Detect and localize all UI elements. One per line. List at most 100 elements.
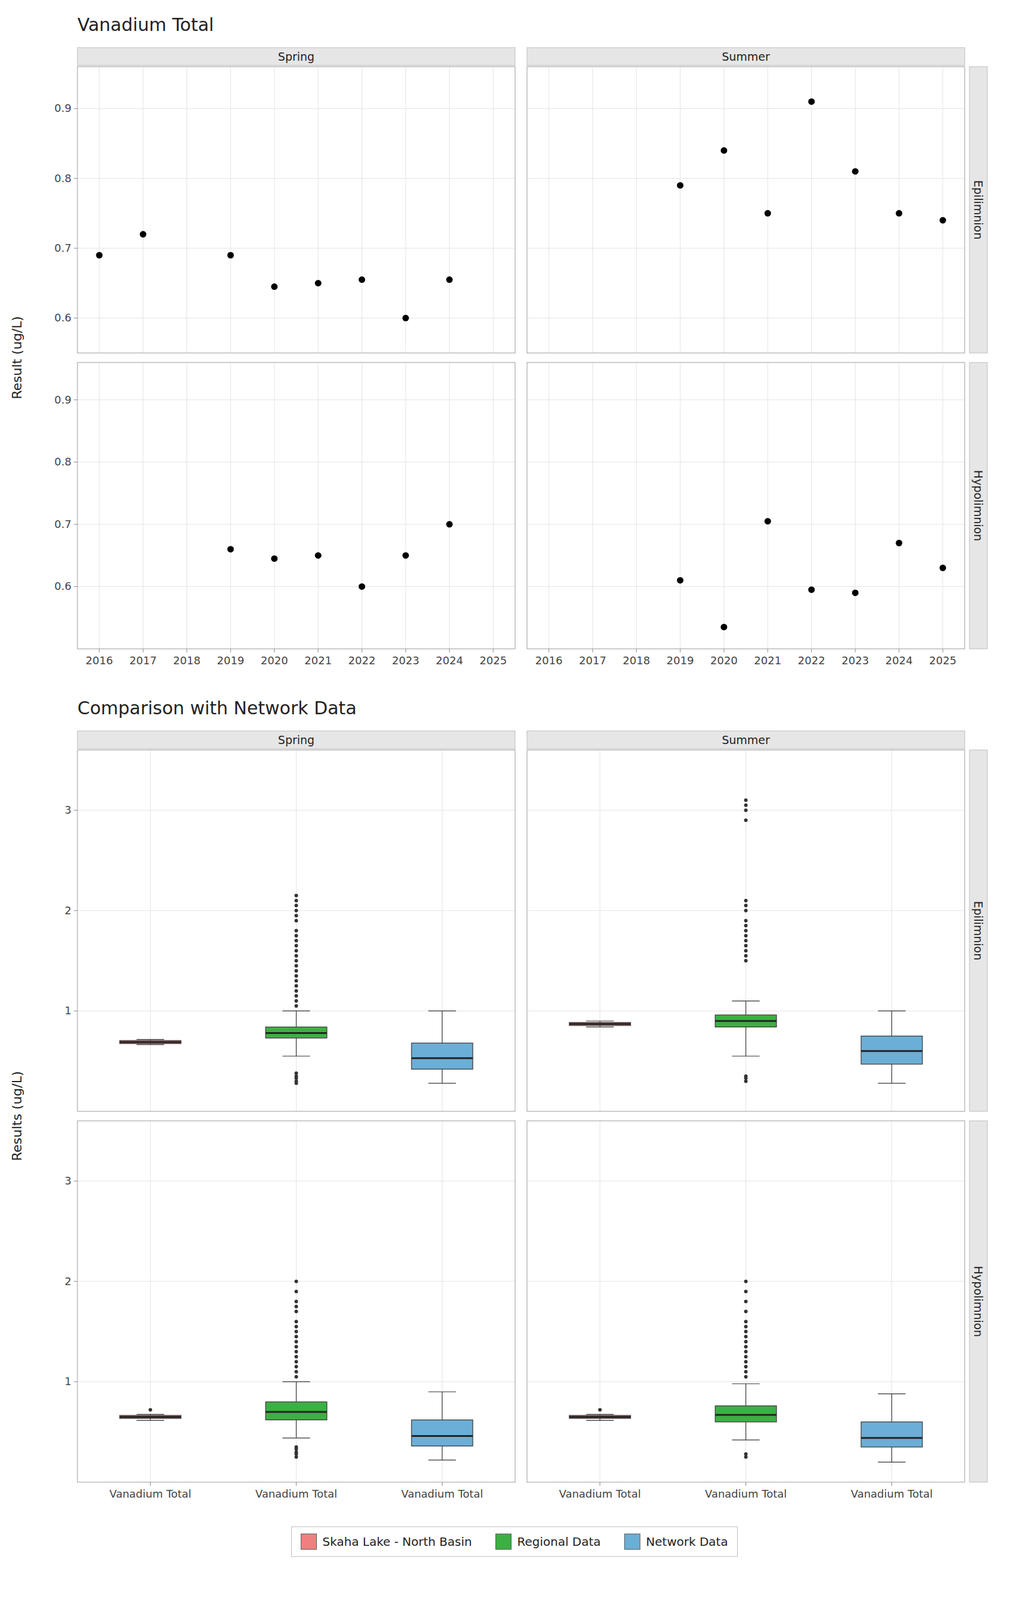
outlier bbox=[744, 1330, 748, 1334]
median bbox=[119, 1041, 182, 1044]
grid-line bbox=[548, 362, 550, 650]
chart-scatter: Vanadium TotalResult (ug/L)0.60.70.80.9S… bbox=[9, 14, 988, 667]
tick bbox=[73, 462, 78, 463]
legend-swatch bbox=[301, 1534, 317, 1551]
outlier bbox=[294, 984, 299, 988]
outlier bbox=[744, 909, 748, 913]
grid-line bbox=[898, 362, 900, 650]
outlier bbox=[744, 808, 748, 813]
median bbox=[119, 1416, 182, 1419]
marks bbox=[677, 98, 947, 224]
box bbox=[715, 1280, 777, 1460]
grid-line bbox=[767, 362, 769, 650]
outlier bbox=[744, 1320, 748, 1324]
tick bbox=[855, 649, 856, 653]
panel-frame bbox=[527, 750, 965, 1112]
panel: Vanadium TotalVanadium TotalVanadium Tot… bbox=[527, 1121, 988, 1501]
grid-line bbox=[811, 362, 812, 650]
grid-line bbox=[405, 66, 407, 354]
y-tick-label: 0.8 bbox=[54, 455, 72, 469]
x-tick-label: 2018 bbox=[622, 654, 651, 667]
title: Comparison with Network Data bbox=[77, 697, 357, 719]
panel-background bbox=[77, 1121, 516, 1483]
outlier bbox=[294, 949, 299, 953]
panel-frame bbox=[77, 750, 516, 1112]
box bbox=[265, 1280, 327, 1460]
outlier bbox=[294, 909, 299, 913]
panel-background bbox=[77, 66, 516, 354]
grid-line bbox=[150, 750, 151, 1112]
box bbox=[861, 1394, 923, 1464]
outlier bbox=[294, 1335, 299, 1340]
tick bbox=[73, 399, 78, 401]
outlier bbox=[744, 903, 748, 908]
x-tick-label: 2023 bbox=[391, 654, 420, 667]
legend-label: Network Data bbox=[646, 1535, 729, 1550]
x-tick-label: 2017 bbox=[578, 654, 607, 667]
grid-line bbox=[855, 362, 856, 650]
outlier bbox=[744, 1365, 748, 1370]
tick bbox=[811, 649, 812, 653]
point bbox=[402, 315, 410, 322]
panel-frame bbox=[77, 1121, 516, 1483]
outlier bbox=[744, 949, 748, 953]
box-iqr bbox=[715, 1015, 777, 1028]
whisker-cap bbox=[428, 1460, 456, 1461]
outlier bbox=[744, 803, 748, 808]
grid-line bbox=[548, 66, 550, 354]
tick bbox=[548, 649, 550, 653]
x-tick-label: 2019 bbox=[666, 654, 694, 667]
outlier bbox=[294, 893, 299, 898]
point bbox=[764, 210, 772, 217]
box bbox=[411, 1011, 473, 1084]
grid-line bbox=[448, 66, 450, 354]
point bbox=[808, 586, 815, 594]
point bbox=[808, 98, 815, 105]
panel: 123Vanadium TotalVanadium TotalVanadium … bbox=[64, 1121, 516, 1501]
median bbox=[411, 1057, 473, 1060]
grid-line bbox=[98, 66, 100, 354]
y-tick-label: 0.7 bbox=[54, 241, 72, 255]
x-tick-label: 2021 bbox=[753, 654, 782, 667]
whisker-cap bbox=[731, 1440, 760, 1442]
panel-background bbox=[527, 362, 965, 650]
x-tick-label: 2018 bbox=[173, 654, 201, 667]
outlier bbox=[744, 919, 748, 924]
outlier bbox=[294, 994, 299, 999]
strip-label: Hypolimnion bbox=[971, 470, 985, 542]
page: {"chart_data": [ {"type": "scatter", "ti… bbox=[0, 0, 1029, 1600]
chart: Vanadium TotalResult (ug/L)0.60.70.80.9S… bbox=[0, 0, 1029, 1600]
grid-line bbox=[493, 66, 494, 354]
y-tick-label: 3 bbox=[64, 803, 72, 817]
x-tick-label: 2016 bbox=[85, 654, 114, 667]
whisker-cap bbox=[877, 1394, 906, 1395]
grid bbox=[77, 750, 516, 1112]
median bbox=[569, 1416, 631, 1419]
median bbox=[265, 1032, 327, 1035]
median bbox=[265, 1411, 327, 1414]
whisker-high bbox=[745, 1384, 747, 1407]
grid-line bbox=[230, 362, 232, 650]
tick bbox=[405, 649, 407, 653]
outlier bbox=[294, 964, 299, 969]
tick bbox=[317, 649, 319, 653]
point bbox=[227, 251, 235, 259]
whisker-cap bbox=[585, 1021, 614, 1022]
grid-line bbox=[273, 362, 275, 650]
y-tick-label: 0.9 bbox=[54, 393, 72, 407]
outlier bbox=[744, 924, 748, 928]
outlier bbox=[294, 1345, 299, 1349]
outlier bbox=[294, 1445, 299, 1450]
outlier bbox=[294, 1360, 299, 1365]
whisker-cap bbox=[877, 1462, 906, 1464]
box bbox=[569, 1408, 631, 1422]
point bbox=[677, 577, 684, 584]
grid-line bbox=[448, 362, 450, 650]
box-iqr bbox=[861, 1036, 923, 1065]
x-tick-label: 2023 bbox=[841, 654, 869, 667]
panel-background bbox=[77, 750, 516, 1112]
tick bbox=[142, 649, 144, 653]
panel: 2016201720182019202020212022202320242025… bbox=[527, 362, 988, 667]
grid-line bbox=[317, 66, 319, 354]
panel: 123Spring bbox=[64, 731, 516, 1112]
